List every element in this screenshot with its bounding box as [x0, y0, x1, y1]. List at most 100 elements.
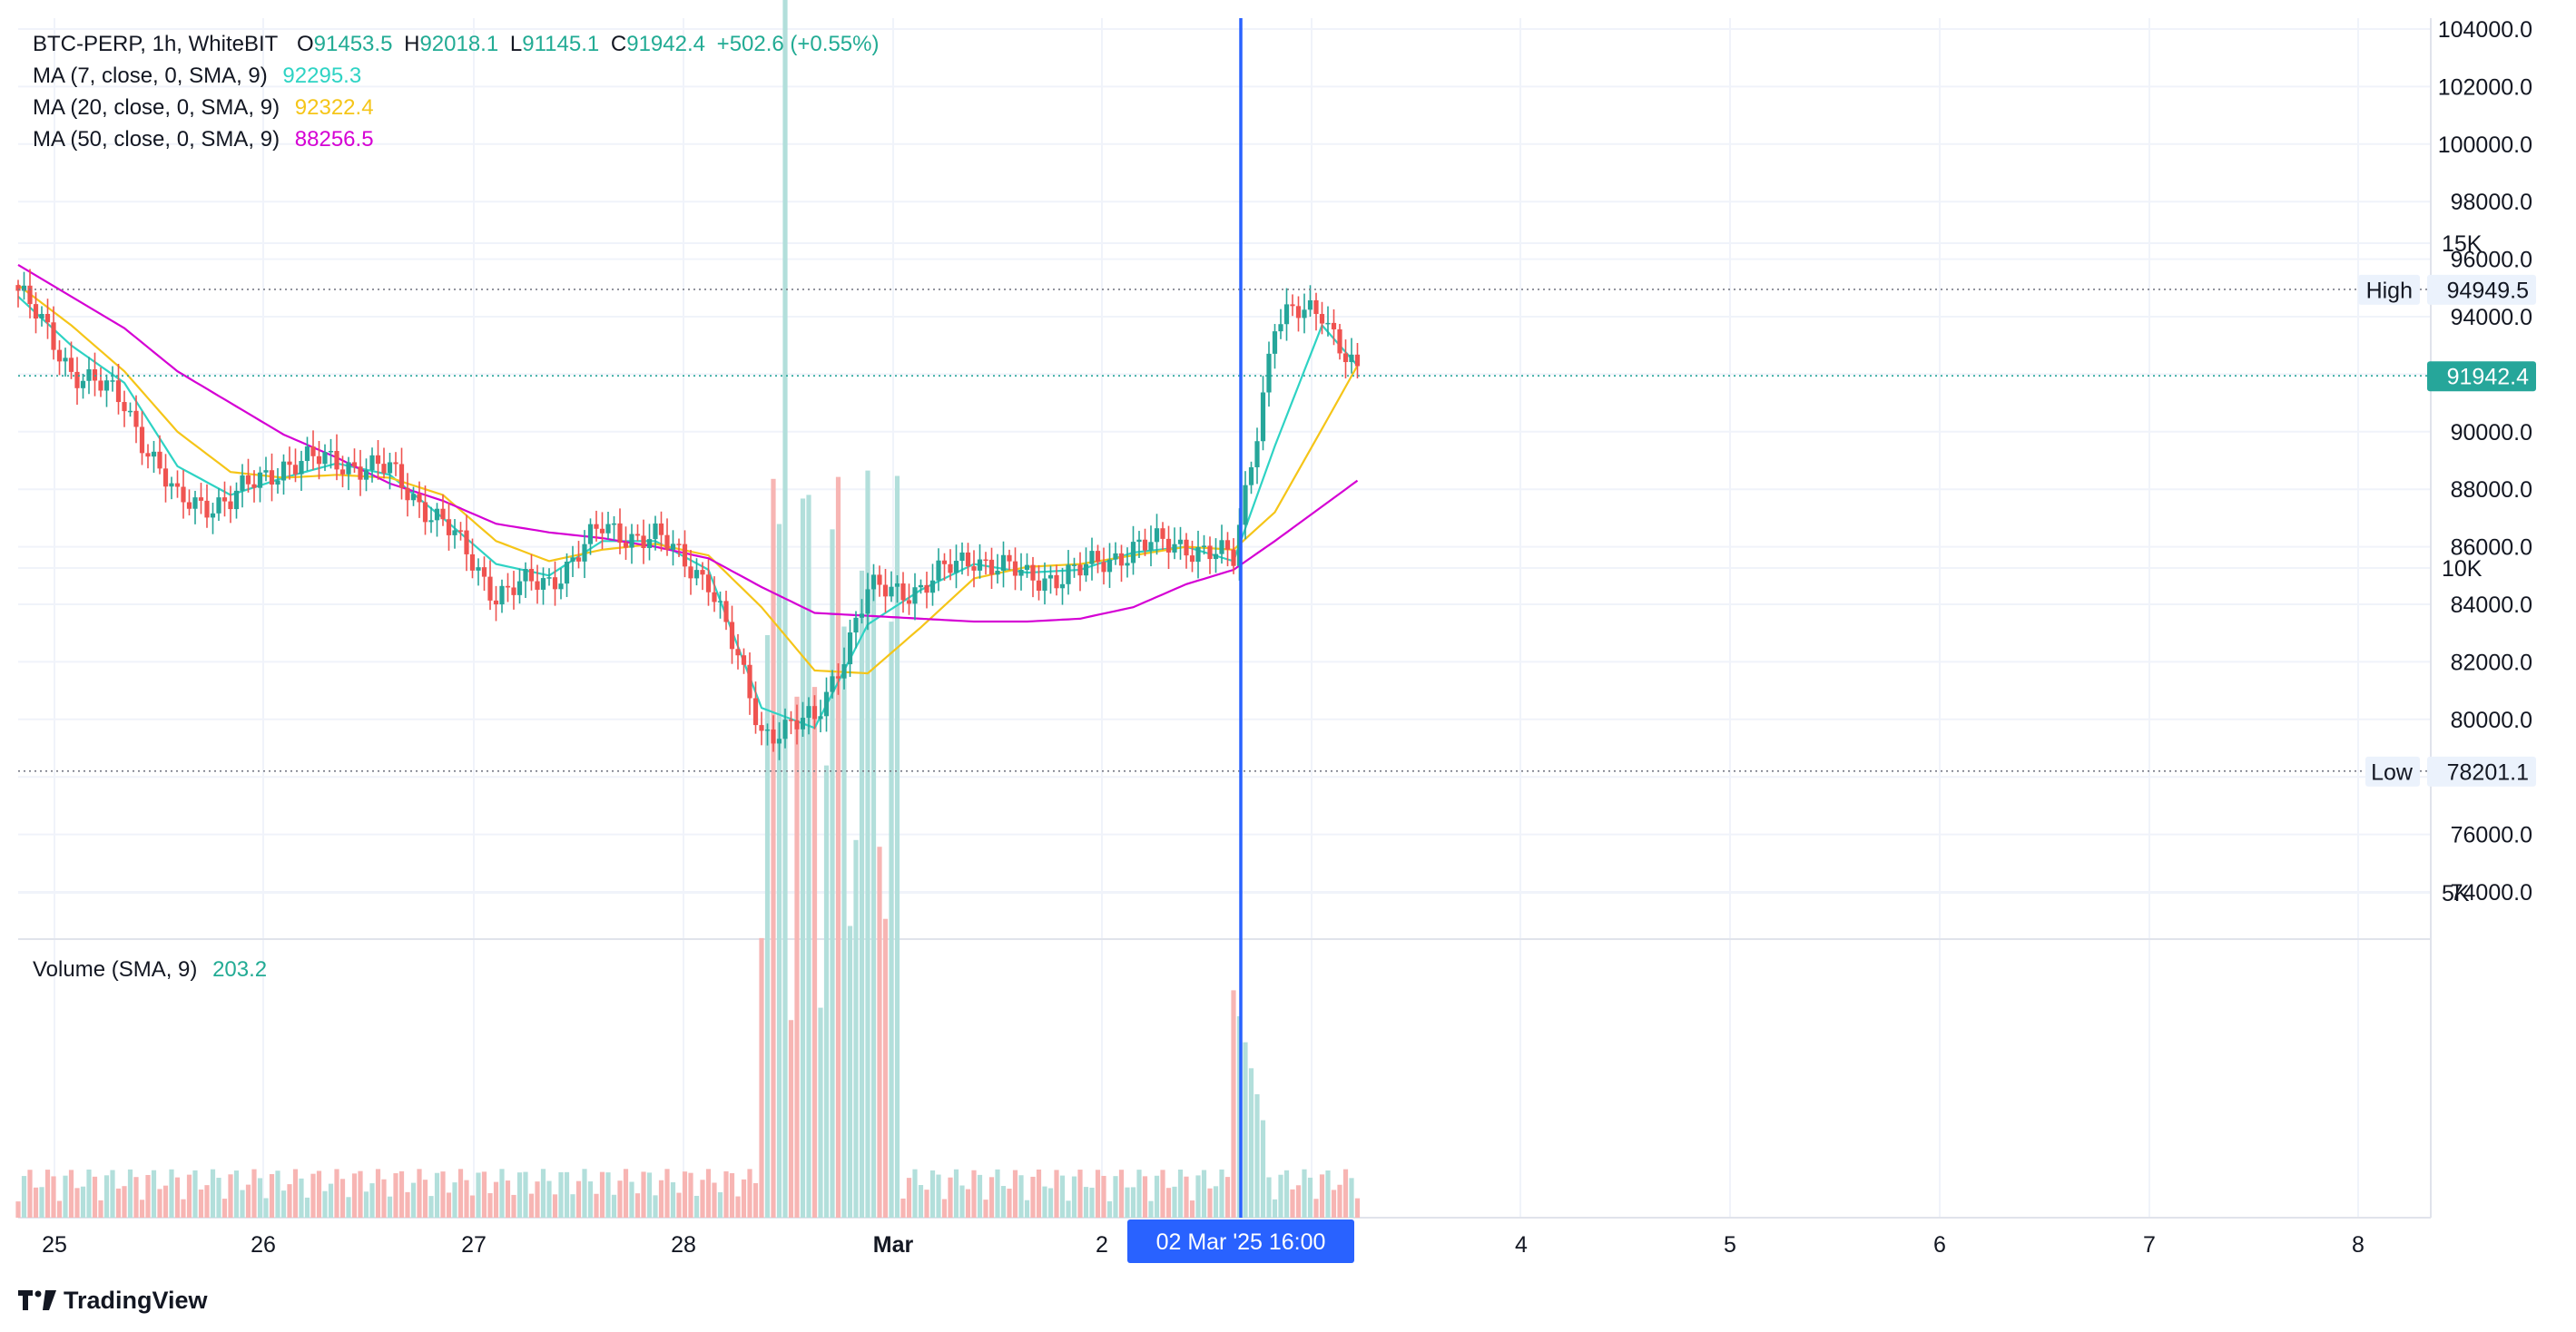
tradingview-brand[interactable]: TradingView: [18, 1287, 208, 1315]
volume-bar: [1201, 1170, 1207, 1218]
candle-body: [794, 720, 800, 730]
ma50-legend[interactable]: MA (50, close, 0, SMA, 9) 88256.5: [33, 124, 374, 155]
volume-bar: [316, 1170, 322, 1218]
candle-body: [882, 584, 889, 597]
time-tick-label: 2: [1096, 1232, 1108, 1258]
volume-bar: [623, 1169, 629, 1218]
candle-body: [1313, 299, 1319, 315]
volume-bar: [198, 1190, 204, 1218]
candle-body: [1349, 354, 1354, 363]
candle-body: [1066, 564, 1071, 584]
volume-bar: [44, 1170, 51, 1218]
candle-body: [1089, 551, 1095, 564]
candle-body: [1319, 314, 1325, 324]
volume-bar: [830, 529, 835, 1218]
ma20-label: MA (20, close, 0, SMA, 9): [33, 95, 280, 120]
volume-bar: [977, 1174, 983, 1218]
candle-body: [316, 455, 322, 465]
volume-bar: [446, 1192, 452, 1218]
candle-body: [339, 469, 346, 475]
volume-bar: [1295, 1185, 1302, 1218]
volume-bar: [859, 570, 865, 1218]
volume-bar: [398, 1170, 405, 1218]
volume-bar: [1101, 1175, 1106, 1218]
volume-bar: [1125, 1187, 1130, 1218]
volume-bar: [818, 1007, 823, 1218]
symbol-label[interactable]: BTC-PERP, 1h, WhiteBIT: [33, 32, 279, 56]
volume-bar: [676, 1192, 682, 1218]
volume-bar: [499, 1169, 505, 1218]
volume-bar: [806, 495, 811, 1218]
candle-body: [21, 285, 27, 291]
volume-bar: [481, 1171, 487, 1218]
candle-body: [1113, 553, 1118, 560]
volume-bar: [1059, 1175, 1066, 1218]
volume-bar: [1319, 1174, 1325, 1218]
volume-bar: [1030, 1176, 1036, 1218]
candle-body: [535, 581, 540, 590]
volume-bar: [900, 1198, 906, 1218]
volume-bar: [835, 476, 841, 1218]
candle-body: [788, 720, 794, 721]
candle-body: [115, 380, 122, 403]
candle-body: [818, 716, 823, 720]
volume-bar: [882, 918, 889, 1218]
volume-bar: [575, 1180, 582, 1218]
volume-bar: [983, 1200, 988, 1218]
candle-body: [1059, 583, 1066, 589]
volume-bar: [771, 478, 776, 1218]
candle-body: [1071, 564, 1077, 566]
price-tick-label: 90000.0: [2451, 420, 2532, 446]
volume-bar: [988, 1177, 995, 1218]
volume-bar: [1184, 1176, 1189, 1218]
candle-body: [693, 570, 700, 579]
candle-body: [941, 560, 948, 564]
candle-body: [452, 530, 457, 535]
volume-bar: [322, 1190, 328, 1218]
candle-body: [287, 461, 292, 465]
candle-body: [747, 664, 752, 699]
volume-bar: [1089, 1187, 1095, 1218]
ma20-legend[interactable]: MA (20, close, 0, SMA, 9) 92322.4: [33, 93, 374, 123]
volume-bar: [1290, 1189, 1295, 1218]
volume-bar: [80, 1186, 86, 1218]
volume-bar: [292, 1169, 299, 1218]
candle-body: [381, 464, 387, 474]
volume-bar: [782, 0, 788, 1219]
volume-bar: [712, 1182, 717, 1218]
candle-body: [546, 577, 552, 579]
candle-body: [310, 446, 316, 456]
volume-bar: [428, 1196, 434, 1218]
volume-tick-label: 10K: [2442, 556, 2483, 582]
time-tick-label: 27: [461, 1232, 487, 1258]
ma7-legend[interactable]: MA (7, close, 0, SMA, 9) 92295.3: [33, 61, 361, 92]
candle-body: [1148, 542, 1154, 551]
candle-body: [540, 578, 546, 590]
candle-body: [936, 560, 941, 581]
ma-line-50: [17, 263, 1359, 623]
price-tick-label: 80000.0: [2451, 708, 2532, 733]
price-tick-label: 104000.0: [2438, 17, 2532, 43]
candle-body: [210, 513, 216, 518]
volume-legend[interactable]: Volume (SMA, 9) 203.2: [33, 955, 267, 985]
volume-bar: [1207, 1188, 1213, 1218]
candle-body: [157, 451, 162, 469]
volume-bar: [1266, 1177, 1272, 1218]
volume-bar: [1331, 1190, 1337, 1218]
candle-body: [959, 552, 965, 562]
volume-bar: [936, 1174, 941, 1218]
candle-body: [717, 601, 723, 602]
volume-bar: [564, 1171, 570, 1218]
low-tag-value: 78201.1: [2447, 759, 2529, 785]
candle-body: [192, 497, 198, 509]
candle-body: [51, 322, 56, 350]
volume-bar: [493, 1181, 499, 1218]
volume-bar: [405, 1191, 410, 1218]
candle-body: [145, 453, 151, 457]
candle-body: [587, 524, 594, 544]
candle-body: [127, 410, 133, 413]
candle-body: [1047, 574, 1054, 579]
volume-bar: [257, 1178, 263, 1218]
candle-body: [594, 524, 599, 529]
